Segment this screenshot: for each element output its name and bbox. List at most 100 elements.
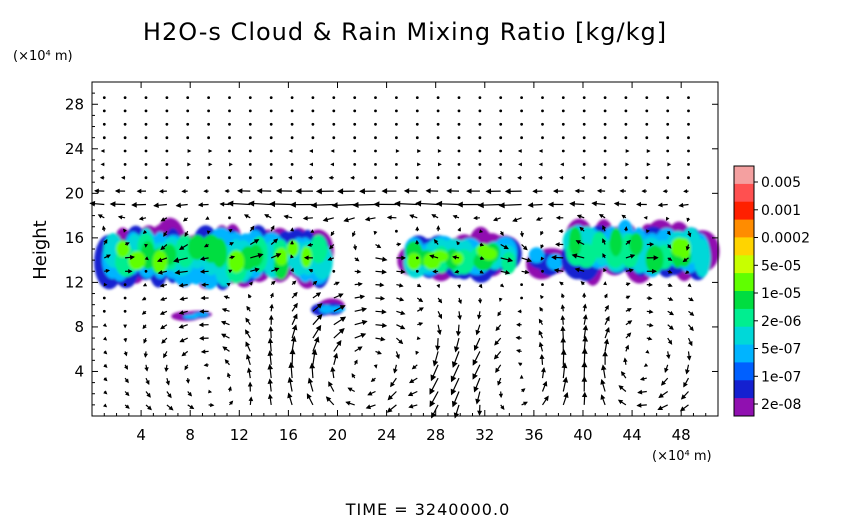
wind-vector-head	[400, 310, 406, 316]
wind-vector-head	[365, 404, 372, 410]
wind-vector	[269, 149, 273, 153]
wind-vector-head	[131, 201, 137, 208]
wind-vector	[228, 176, 231, 180]
wind-vector-head	[167, 393, 172, 399]
wind-vector-head	[109, 201, 116, 208]
wind-vector	[478, 96, 482, 99]
wind-vector-head	[507, 257, 514, 263]
wind-vector-head	[542, 380, 548, 387]
wind-vector-head	[247, 381, 253, 387]
wind-vector-head	[582, 324, 589, 331]
wind-vector	[624, 136, 628, 140]
wind-vector	[353, 136, 357, 140]
y-axis-unit: (×10⁴ m)	[13, 49, 73, 64]
wind-vector	[123, 122, 127, 126]
wind-vector-head	[105, 268, 111, 273]
colorbar-swatch	[734, 380, 754, 399]
wind-vector-head	[219, 201, 225, 207]
wind-vector-head	[189, 404, 195, 410]
wind-vector-head	[683, 189, 688, 194]
wind-vector	[186, 122, 190, 126]
wind-vector-head	[450, 375, 457, 383]
wind-vector-head	[331, 202, 338, 209]
wind-vector-head	[269, 200, 276, 208]
wind-vector	[520, 296, 523, 300]
colorbar-frame	[733, 165, 755, 417]
wind-vector-head	[626, 332, 632, 338]
wind-vector-head	[668, 325, 674, 330]
cloud-cell	[501, 251, 517, 275]
wind-vector-head	[291, 324, 298, 331]
wind-vector	[228, 136, 231, 140]
cloud-cell	[609, 228, 623, 257]
wind-vector	[541, 96, 544, 99]
wind-vector-head	[336, 339, 342, 347]
wind-vector-head	[535, 216, 541, 221]
wind-vector-head	[125, 391, 130, 397]
wind-vector-head	[602, 224, 607, 230]
wind-vector	[415, 136, 419, 140]
wind-vector-head	[160, 324, 166, 330]
colorbar-label: 2e-08	[761, 397, 801, 413]
wind-vector-head	[475, 329, 481, 336]
wind-vector-head	[498, 297, 503, 302]
wind-vector	[645, 96, 649, 99]
wind-vector-head	[466, 188, 472, 194]
wind-vector	[374, 136, 377, 140]
colorbar-swatch	[734, 308, 754, 328]
wind-vector-head	[129, 254, 136, 260]
wind-vector	[332, 136, 336, 140]
wind-vector-head	[452, 255, 457, 260]
wind-vector	[561, 136, 565, 140]
wind-vector-head	[666, 230, 671, 236]
wind-vector-head	[221, 307, 227, 313]
wind-vector-head	[210, 402, 215, 408]
wind-vector-head	[520, 388, 526, 393]
wind-vector	[499, 163, 503, 166]
wind-vector-head	[291, 280, 297, 285]
wind-vector-head	[182, 217, 188, 222]
wind-vector-head	[310, 229, 315, 233]
wind-vector-head	[386, 407, 393, 413]
wind-vector-head	[125, 242, 130, 246]
wind-vector-head	[538, 162, 543, 167]
wind-vector-head	[228, 228, 233, 233]
colorbar-label: 0.005	[761, 175, 801, 191]
wind-vector	[457, 96, 461, 99]
wind-vector-head	[381, 256, 388, 262]
wind-vector-head	[103, 377, 108, 382]
wind-vector-head	[200, 295, 206, 301]
wind-vector	[541, 283, 544, 287]
wind-vector-head	[669, 310, 675, 316]
wind-vector-head	[598, 214, 604, 219]
cloud-region	[171, 310, 212, 322]
wind-vector-head	[591, 200, 597, 207]
wind-vector-head	[203, 243, 209, 248]
wind-vector-head	[596, 188, 602, 194]
wind-vector-head	[553, 188, 558, 194]
wind-vector-head	[678, 202, 684, 208]
wind-vector-head	[687, 283, 692, 288]
wind-vector	[374, 163, 377, 166]
wind-vector-head	[517, 309, 522, 314]
wind-vector-head	[141, 310, 147, 315]
wind-vector-head	[268, 314, 274, 320]
wind-vector-head	[603, 293, 608, 298]
wind-vector-head	[624, 226, 629, 231]
wind-vector-head	[569, 201, 576, 207]
wind-vector-head	[560, 348, 567, 355]
wind-vector-head	[275, 187, 282, 194]
wind-vector-head	[604, 326, 610, 333]
wind-vector-head	[352, 245, 358, 251]
wind-vector-head	[357, 346, 363, 351]
wind-vector-head	[619, 188, 624, 194]
wind-vector	[582, 149, 586, 153]
wind-vector	[687, 163, 690, 166]
wind-vector-head	[504, 188, 511, 195]
wind-vector-head	[399, 296, 405, 302]
wind-vector	[353, 149, 357, 153]
wind-vector-head	[537, 175, 543, 180]
wind-vector-head	[117, 215, 123, 220]
cloud-cell	[309, 234, 328, 264]
wind-vector-head	[637, 389, 643, 395]
